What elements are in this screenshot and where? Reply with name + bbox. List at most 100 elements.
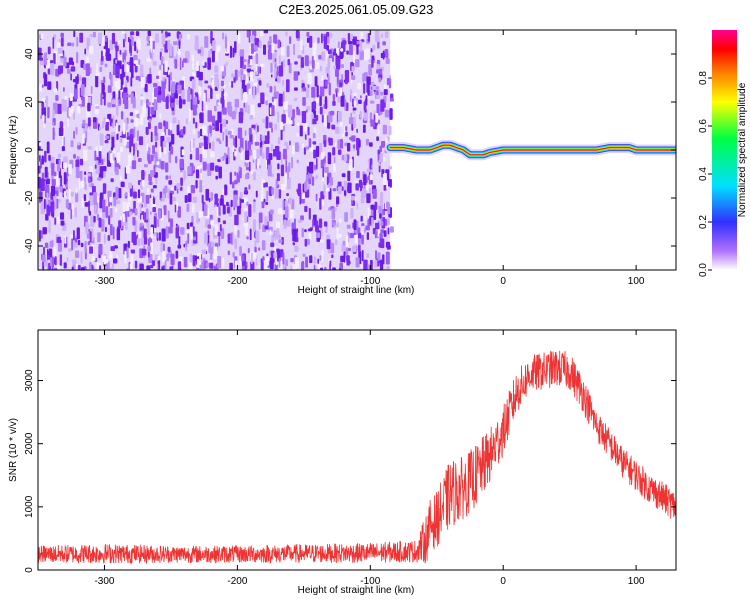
noise-blob (200, 171, 203, 179)
noise-blob (337, 269, 342, 270)
noise-blob (51, 179, 56, 186)
noise-blob (252, 172, 256, 181)
noise-blob (57, 103, 62, 114)
noise-blob (151, 260, 156, 267)
noise-blob (248, 184, 251, 190)
noise-blob (93, 215, 96, 223)
noise-blob (85, 63, 90, 77)
noise-blob (357, 227, 361, 235)
noise-blob (301, 111, 307, 124)
noise-blob (41, 111, 46, 116)
noise-blob (134, 64, 138, 73)
noise-blob (116, 152, 121, 162)
noise-blob (216, 204, 219, 217)
noise-blob (130, 119, 134, 123)
noise-blob (50, 62, 55, 76)
noise-blob (243, 58, 247, 63)
noise-blob (377, 149, 380, 155)
noise-blob (361, 234, 364, 245)
noise-blob (237, 127, 243, 139)
noise-blob (161, 34, 166, 45)
noise-blob (127, 240, 130, 249)
noise-blob (252, 150, 257, 160)
noise-blob (214, 223, 218, 236)
noise-blob (57, 153, 61, 158)
noise-blob (151, 48, 154, 61)
noise-blob (56, 236, 61, 244)
noise-blob (80, 242, 84, 248)
noise-blob (242, 74, 246, 82)
noise-blob (308, 207, 311, 220)
noise-blob (326, 176, 329, 185)
noise-blob (70, 105, 74, 114)
noise-blob (85, 183, 88, 192)
noise-blob (117, 78, 121, 90)
noise-blob (80, 180, 85, 189)
noise-blob (239, 49, 245, 57)
noise-blob (321, 177, 324, 182)
colorbar-ticks: 0.0 0.2 0.4 0.6 0.8 (698, 71, 712, 277)
noise-blob (343, 154, 348, 162)
noise-blob (308, 138, 312, 148)
noise-blob (221, 257, 225, 268)
noise-blob (44, 52, 48, 66)
noise-blob (162, 98, 166, 103)
noise-blob (249, 149, 253, 156)
noise-blob (315, 96, 319, 104)
noise-blob (324, 166, 329, 173)
noise-blob (102, 183, 107, 194)
noise-blob (196, 267, 200, 270)
noise-blob (361, 231, 364, 236)
noise-blob (240, 199, 244, 203)
noise-blob (300, 39, 303, 51)
noise-blob (150, 154, 154, 162)
noise-blob (378, 205, 382, 214)
noise-blob (207, 110, 212, 122)
noise-blob (244, 208, 248, 212)
noise-blob (236, 205, 241, 215)
noise-blob (319, 197, 322, 210)
noise-blob (57, 264, 61, 270)
noise-blob (259, 147, 263, 157)
noise-blob (42, 227, 47, 235)
signal-trace (384, 139, 676, 161)
noise-blob (359, 50, 364, 61)
snr-x-axis-label: Height of straight line (km) (298, 585, 415, 596)
noise-blob (187, 186, 191, 194)
noise-blob (124, 250, 127, 264)
noise-blob (213, 265, 216, 270)
noise-blob (73, 30, 76, 38)
noise-blob (308, 228, 313, 232)
noise-blob (234, 171, 237, 176)
noise-blob (261, 152, 265, 159)
noise-blob (122, 122, 126, 135)
noise-blob (316, 85, 319, 98)
noise-blob (328, 138, 333, 146)
noise-blob (143, 164, 148, 168)
noise-blob (73, 154, 76, 159)
noise-blob (136, 130, 139, 142)
noise-blob (126, 246, 129, 259)
noise-blob (189, 227, 193, 240)
noise-blob (192, 202, 195, 213)
noise-blob (284, 259, 289, 267)
noise-blob (52, 121, 55, 126)
noise-blob (53, 267, 58, 270)
noise-blob (166, 253, 170, 262)
noise-blob (375, 30, 380, 43)
noise-blob (147, 246, 151, 252)
noise-blob (306, 31, 310, 37)
noise-blob (187, 34, 190, 40)
noise-blob (112, 226, 115, 240)
noise-blob (268, 44, 272, 57)
noise-blob (323, 221, 328, 227)
noise-blob (226, 201, 229, 207)
noise-blob (379, 153, 383, 163)
noise-blob (99, 133, 104, 146)
noise-blob (102, 165, 107, 172)
noise-blob (389, 226, 394, 233)
noise-blob (252, 219, 256, 233)
noise-blob (288, 62, 292, 74)
noise-blob (150, 106, 155, 115)
noise-blob (366, 193, 371, 204)
